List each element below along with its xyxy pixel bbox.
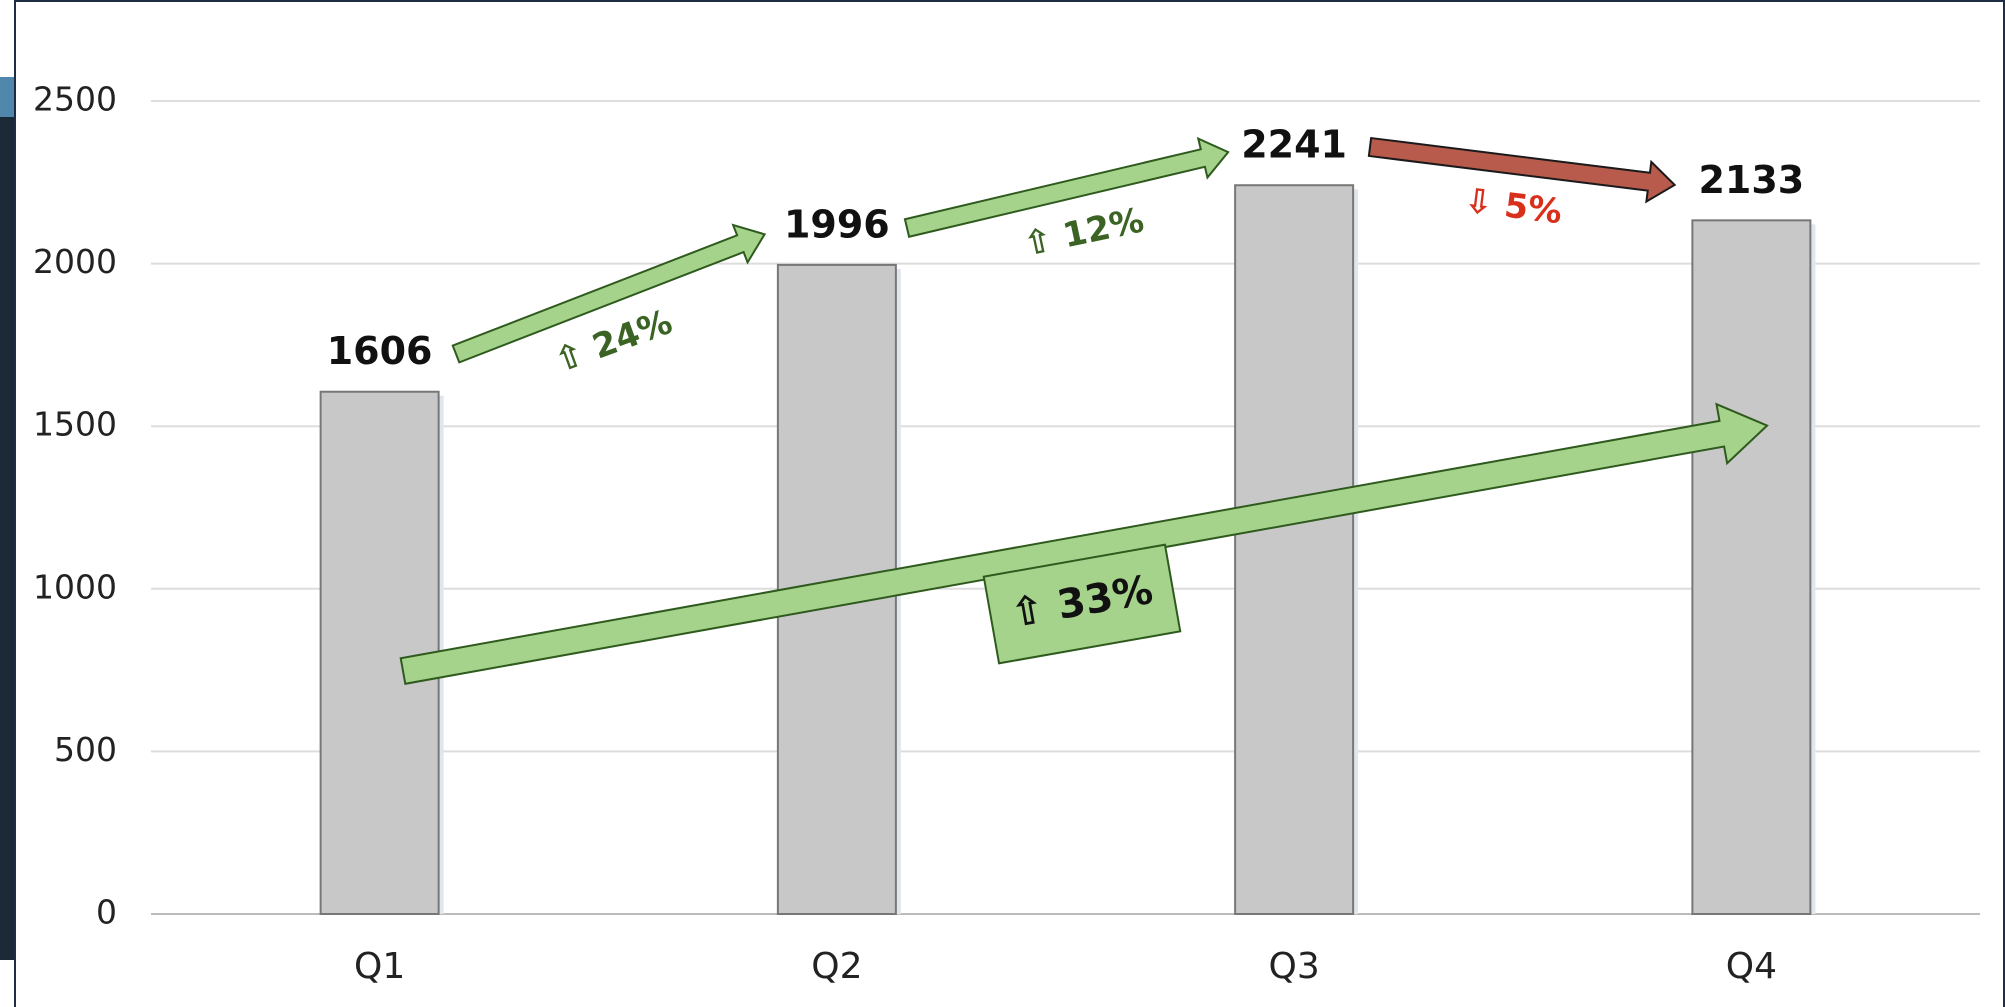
data-label: 2133 <box>1698 158 1804 202</box>
y-tick-label: 1000 <box>33 567 117 606</box>
change-arrow <box>451 223 767 364</box>
data-label: 1996 <box>784 202 890 246</box>
bar <box>1691 219 1812 916</box>
overall-box: ⇧ 33% <box>982 543 1182 665</box>
y-tick-label: 1500 <box>33 405 117 444</box>
background-photo-strip <box>0 77 15 960</box>
x-tick-label: Q4 <box>1726 946 1777 987</box>
change-arrow <box>1367 136 1677 204</box>
data-label: 1606 <box>327 329 433 373</box>
background-photo-strip-top <box>0 77 15 117</box>
data-label: 2241 <box>1241 123 1347 167</box>
y-tick-label: 2500 <box>33 80 117 119</box>
overall-arrow <box>399 402 1769 685</box>
y-tick-label: 0 <box>96 893 117 932</box>
y-tick-label: 500 <box>54 730 117 769</box>
x-tick-label: Q1 <box>354 946 405 987</box>
x-tick-label: Q2 <box>811 946 862 987</box>
grid: 0 500 1000 1500 2000 2500 <box>33 80 1980 932</box>
bars: Q1 1606 Q2 1996 Q3 2241 Q4 2133 <box>319 123 1816 987</box>
change-arrow <box>903 136 1230 238</box>
y-tick-label: 2000 <box>33 242 117 281</box>
bar <box>1234 184 1355 915</box>
x-tick-label: Q3 <box>1269 946 1320 987</box>
bar <box>319 390 440 915</box>
